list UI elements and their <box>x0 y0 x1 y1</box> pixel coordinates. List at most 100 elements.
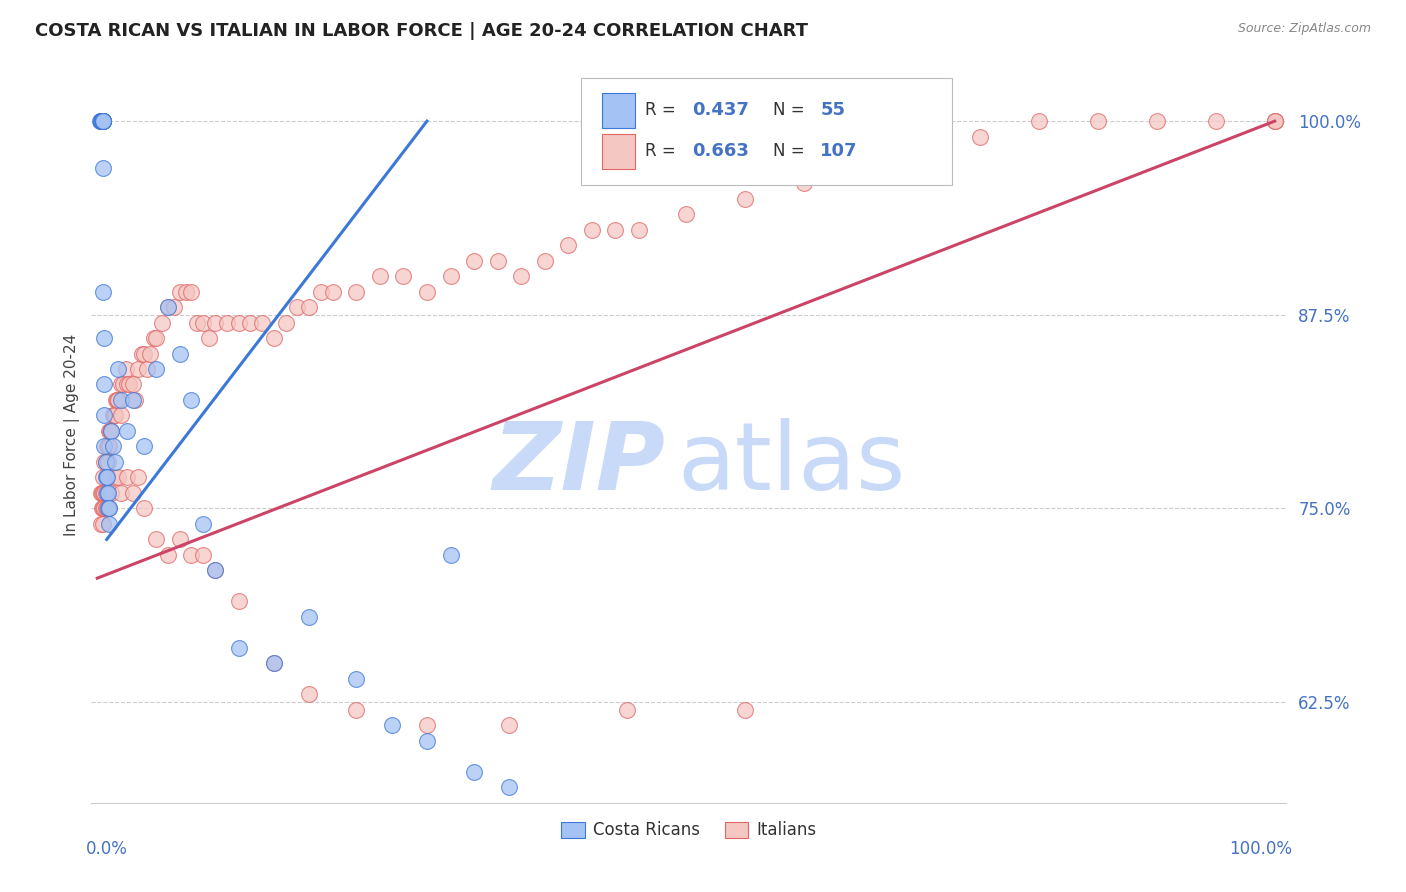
Point <box>91 114 114 128</box>
Point <box>163 300 186 314</box>
Point <box>734 703 756 717</box>
Point <box>180 392 202 407</box>
Point <box>91 114 114 128</box>
Point <box>463 764 485 779</box>
Text: R =: R = <box>645 142 681 160</box>
Point <box>198 331 221 345</box>
Point <box>110 409 132 423</box>
Point <box>96 486 118 500</box>
Point <box>486 253 509 268</box>
Text: COSTA RICAN VS ITALIAN IN LABOR FORCE | AGE 20-24 CORRELATION CHART: COSTA RICAN VS ITALIAN IN LABOR FORCE | … <box>35 22 808 40</box>
Point <box>104 455 127 469</box>
Point <box>1087 114 1109 128</box>
Point <box>263 331 285 345</box>
Point <box>145 331 167 345</box>
Point <box>110 377 132 392</box>
Point <box>91 114 114 128</box>
Point <box>101 409 124 423</box>
Point <box>94 486 117 500</box>
Point <box>298 610 321 624</box>
Point <box>134 440 156 454</box>
Point <box>228 594 250 608</box>
Point <box>215 316 238 330</box>
Point <box>94 501 117 516</box>
Point <box>91 114 114 128</box>
Point <box>368 268 391 283</box>
Point <box>93 486 115 500</box>
Point <box>93 377 115 392</box>
Point <box>193 548 215 562</box>
Point <box>93 440 115 454</box>
Point <box>107 362 129 376</box>
Point <box>139 346 162 360</box>
Point <box>156 548 179 562</box>
Point <box>910 145 932 160</box>
Point <box>90 114 112 128</box>
Text: 0.663: 0.663 <box>693 142 749 160</box>
Point <box>127 470 149 484</box>
Point <box>416 734 439 748</box>
Point <box>1028 114 1050 128</box>
Point <box>91 114 114 128</box>
Point <box>91 114 114 128</box>
Text: 100.0%: 100.0% <box>1229 839 1292 857</box>
Point <box>91 516 114 531</box>
Point <box>104 409 127 423</box>
Point <box>439 268 461 283</box>
Text: 0.437: 0.437 <box>693 101 749 119</box>
Point <box>852 161 875 175</box>
Point <box>204 316 226 330</box>
Point <box>298 687 321 701</box>
Text: 0.0%: 0.0% <box>86 839 128 857</box>
Point <box>101 440 124 454</box>
Point <box>510 268 533 283</box>
Point <box>110 392 132 407</box>
Point <box>90 114 112 128</box>
Legend: Costa Ricans, Italians: Costa Ricans, Italians <box>554 814 824 846</box>
Text: Source: ZipAtlas.com: Source: ZipAtlas.com <box>1237 22 1371 36</box>
Point <box>94 455 117 469</box>
Point <box>97 486 120 500</box>
Point <box>228 640 250 655</box>
Text: R =: R = <box>645 101 681 119</box>
Point <box>463 253 485 268</box>
Point <box>675 207 697 221</box>
Point <box>91 501 114 516</box>
Bar <box>602 134 636 169</box>
Point <box>127 362 149 376</box>
Point <box>263 657 285 671</box>
Point <box>121 486 143 500</box>
Point <box>392 268 415 283</box>
Point <box>93 409 115 423</box>
Point <box>135 362 157 376</box>
Point <box>193 316 215 330</box>
Point <box>204 563 226 577</box>
Point <box>96 501 118 516</box>
Point <box>98 424 121 438</box>
Point <box>169 533 191 547</box>
Point <box>616 703 638 717</box>
Point <box>142 331 165 345</box>
Point <box>90 486 112 500</box>
Point <box>344 285 367 299</box>
Bar <box>602 93 636 128</box>
Point <box>498 718 520 732</box>
Point <box>90 114 112 128</box>
Point <box>98 501 121 516</box>
Point <box>93 331 115 345</box>
Point <box>100 424 122 438</box>
Point <box>124 392 146 407</box>
Point <box>90 516 112 531</box>
Point <box>322 285 344 299</box>
Point <box>107 392 129 407</box>
Point <box>263 657 285 671</box>
Point <box>180 548 202 562</box>
Point <box>112 377 135 392</box>
Point <box>193 516 215 531</box>
Point <box>298 300 321 314</box>
Point <box>91 114 114 128</box>
Point <box>91 285 114 299</box>
Text: ZIP: ZIP <box>492 418 665 510</box>
Point <box>114 362 136 376</box>
Point <box>169 285 191 299</box>
